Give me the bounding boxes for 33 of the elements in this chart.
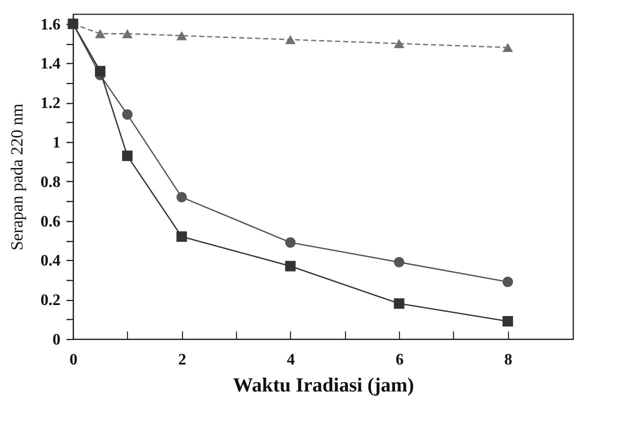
y-tick-label: 1.6 <box>40 16 60 34</box>
point <box>394 256 404 268</box>
point <box>394 39 404 48</box>
y-tick-label: 0.4 <box>40 252 60 270</box>
x-axis-title: Waktu Iradiasi (jam) <box>232 374 414 396</box>
point <box>122 29 133 38</box>
y-tick-label: 0.2 <box>40 292 60 310</box>
point <box>285 260 296 272</box>
point <box>285 237 296 248</box>
x-tick-label: 4 <box>286 352 295 368</box>
y-axis-title: Serapan pada 220 nm <box>8 104 26 250</box>
x-tick-label: 2 <box>178 352 186 368</box>
y-tick-label: 1 <box>52 134 60 152</box>
y-tick-label: 0 <box>52 332 60 348</box>
point <box>176 192 187 202</box>
point <box>94 66 106 76</box>
x-tick-label: 0 <box>70 352 78 368</box>
point <box>122 150 133 162</box>
y-tick-label: 0.6 <box>40 213 60 230</box>
point <box>122 109 133 120</box>
x-tick-label: 6 <box>396 352 404 368</box>
point <box>285 35 296 44</box>
y-tick-label: 1.2 <box>40 95 60 112</box>
point <box>176 231 187 242</box>
point <box>502 42 514 52</box>
y-tick-label: 1.4 <box>40 56 60 73</box>
x-tick-label: 8 <box>504 352 512 368</box>
point <box>502 316 514 327</box>
point <box>394 298 404 309</box>
point <box>94 29 106 38</box>
point <box>176 31 187 40</box>
point <box>502 276 514 288</box>
y-tick-label: 0.8 <box>40 174 60 191</box>
